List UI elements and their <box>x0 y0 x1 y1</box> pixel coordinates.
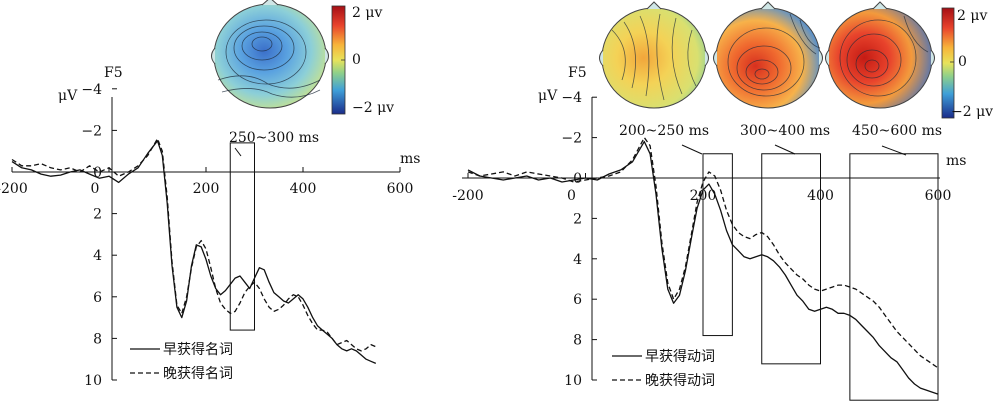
y-tick-label: 6 <box>93 290 102 306</box>
time-window-box <box>761 153 821 365</box>
series-layer <box>467 136 939 395</box>
time-window-box <box>229 142 255 331</box>
time-window-label: 200~250 ms <box>619 123 709 139</box>
time-window-label: 300~400 ms <box>740 123 830 139</box>
legend: 早获得动词 晚获得动词 <box>612 348 715 389</box>
x-tick-label: 400 <box>290 181 317 197</box>
channel-label: F5 <box>568 65 587 81</box>
legend-label-late: 晚获得动词 <box>645 372 715 389</box>
x-unit-label: ms <box>400 151 420 167</box>
topo-map-200-250 <box>599 1 709 109</box>
window-layer: 250~300 ms <box>229 130 319 331</box>
time-window-label: 450~600 ms <box>852 123 942 139</box>
colorbar: 2 μv 0 −2 μv <box>331 5 394 116</box>
x-tick-label: 0 <box>567 188 576 204</box>
y-tick-label: −2 <box>81 123 102 139</box>
x-tick-label: 200 <box>193 181 220 197</box>
topo-map-250-300 <box>211 0 329 109</box>
x-tick-label: 0 <box>91 181 100 197</box>
colorbar-mid-label: 0 <box>958 54 967 70</box>
y-tick-label: 0 <box>93 165 102 181</box>
colorbar-max-label: 2 μv <box>957 8 987 24</box>
early-series-line <box>467 140 939 395</box>
time-window-leader <box>681 144 703 155</box>
time-window-leader <box>774 144 796 155</box>
y-tick-label: 8 <box>93 331 102 347</box>
colorbar-mid-label: 0 <box>352 52 361 68</box>
topo-map-300-400 <box>713 1 823 109</box>
noun-erp-panel: F5 μV ms -200 200 400 600 −4 −2 0 2 4 6 8 10 0 250~3… <box>0 0 420 389</box>
late-series-line <box>467 136 939 369</box>
legend-label-early: 早获得名词 <box>163 341 233 358</box>
y-tick-label: −4 <box>81 82 102 98</box>
x-tick-label: -200 <box>0 181 28 197</box>
y-tick-label: 2 <box>93 207 102 223</box>
time-window-label: 250~300 ms <box>229 130 319 146</box>
y-tick-label: 10 <box>564 373 582 389</box>
tick-layer: -200 200 400 600 −4 −2 0 2 4 6 8 10 0 <box>0 82 413 389</box>
y-tick-label: 10 <box>84 373 102 389</box>
colorbar-min-label: −2 μv <box>352 100 394 116</box>
window-layer: 200~250 ms 300~400 ms 450~600 ms <box>619 123 942 401</box>
y-tick-label: 2 <box>573 211 582 227</box>
y-tick-label: −2 <box>561 131 582 147</box>
y-tick-label: 4 <box>573 252 582 268</box>
x-tick-label: 600 <box>387 181 414 197</box>
topo-map-450-600 <box>825 1 935 109</box>
legend: 早获得名词 晚获得名词 <box>130 341 233 382</box>
channel-label: F5 <box>104 65 123 81</box>
early-series-line <box>11 140 377 364</box>
y-tick-label: 8 <box>573 333 582 349</box>
series-layer <box>11 138 377 364</box>
y-tick-label: −4 <box>561 90 582 106</box>
y-unit-label: μV <box>58 88 78 104</box>
late-series-line <box>11 138 377 352</box>
legend-label-late: 晚获得名词 <box>163 365 233 382</box>
x-unit-label: ms <box>946 153 966 169</box>
colorbar-max-label: 2 μv <box>352 5 382 21</box>
x-tick-label: -200 <box>452 188 483 204</box>
legend-label-early: 早获得动词 <box>645 348 715 365</box>
colorbar: 2 μv 0 −2 μv <box>941 7 993 120</box>
y-tick-label: 4 <box>93 248 102 264</box>
y-tick-label: 6 <box>573 292 582 308</box>
y-unit-label: μV <box>538 88 558 104</box>
time-window-box <box>849 153 939 401</box>
time-window-box <box>702 153 733 337</box>
time-window-leader <box>234 147 242 157</box>
colorbar-min-label: −2 μv <box>951 104 993 120</box>
time-window-leader <box>881 145 907 156</box>
